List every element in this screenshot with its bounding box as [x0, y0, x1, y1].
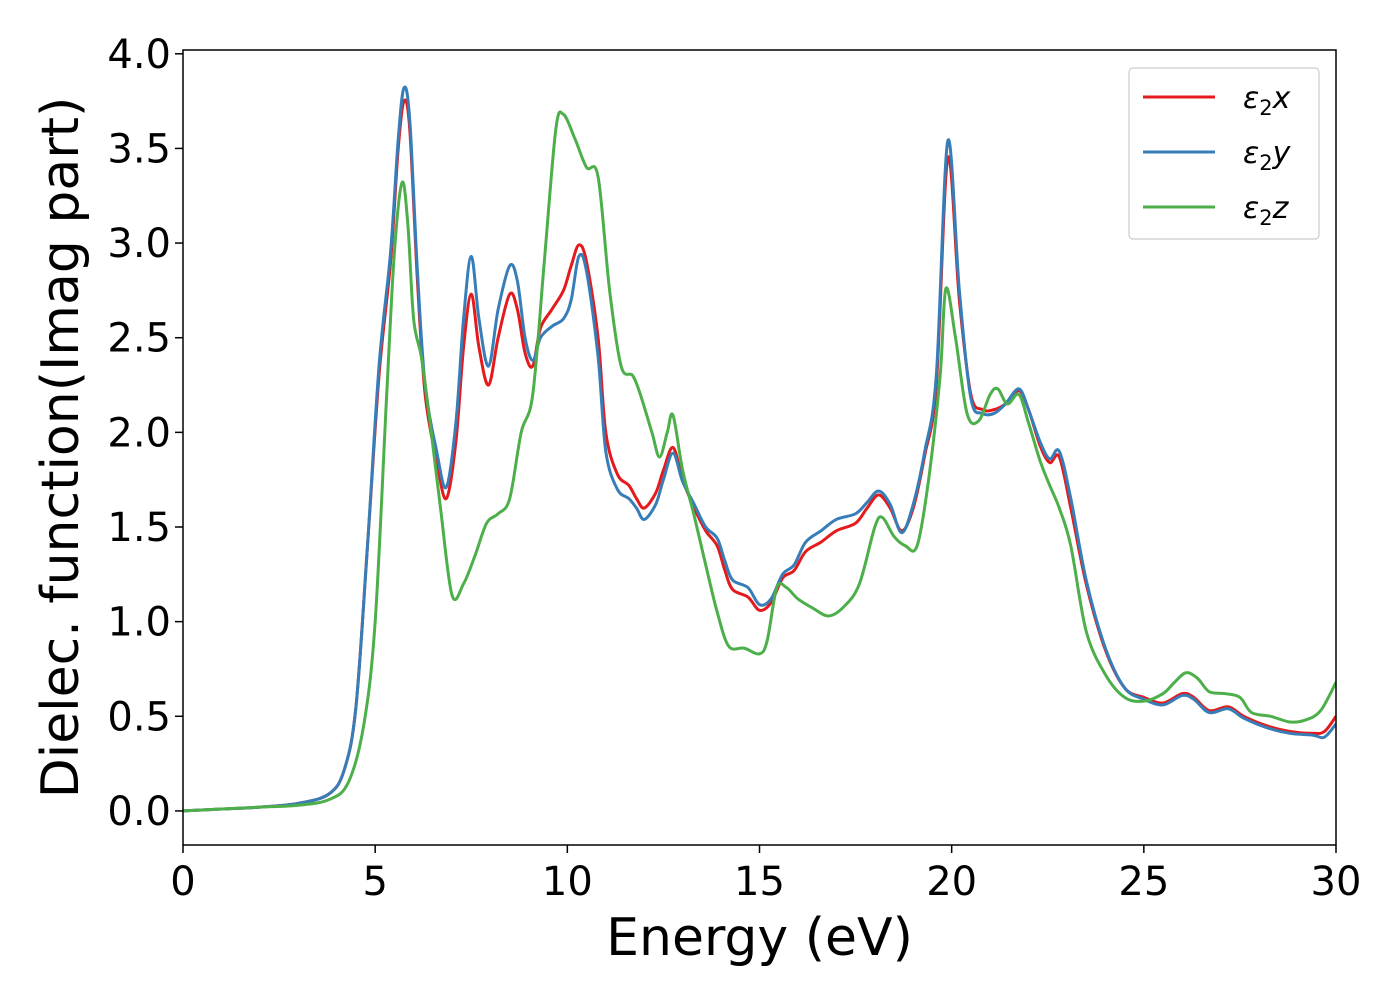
axis-ticks: 0 5 10 15 20 25 30 0.0 0.5 1.0 1.5 2.0 2.5 3.0 3.5 4.0 — [107, 32, 1361, 905]
series-line-y — [183, 85, 1336, 813]
x-tick-label: 0 — [170, 859, 195, 905]
y-tick-label: 3.0 — [107, 221, 171, 267]
legend-items: ε2x ε2y ε2z — [1143, 81, 1292, 230]
x-axis-label: Energy (eV) — [606, 908, 913, 968]
y-tick-label: 0.5 — [107, 694, 171, 740]
legend-label: ε2z — [1243, 191, 1290, 230]
y-tick-label: 3.5 — [107, 126, 171, 172]
y-tick-label: 4.0 — [107, 32, 171, 78]
legend-label: ε2x — [1243, 81, 1291, 120]
series-layer — [183, 85, 1336, 813]
legend-item-y: ε2y — [1143, 136, 1292, 175]
y-tick-label: 2.5 — [107, 316, 171, 362]
legend: ε2x ε2y ε2z — [1128, 67, 1320, 240]
x-tick-label: 5 — [362, 859, 387, 905]
series-line-z — [183, 110, 1336, 813]
y-tick-label: 0.0 — [107, 789, 171, 835]
x-tick-label: 25 — [1118, 859, 1169, 905]
y-axis-label: Dielec. function(Imag part) — [31, 97, 91, 799]
x-tick-label: 10 — [542, 859, 593, 905]
x-tick-label: 20 — [926, 859, 977, 905]
legend-label: ε2y — [1243, 136, 1292, 175]
legend-box — [1128, 67, 1320, 240]
y-tick-label: 2.0 — [107, 410, 171, 456]
y-tick-label: 1.5 — [107, 505, 171, 551]
y-tick-label: 1.0 — [107, 600, 171, 646]
legend-item-x: ε2x — [1143, 81, 1291, 120]
x-tick-label: 15 — [734, 859, 785, 905]
x-tick-label: 30 — [1311, 859, 1362, 905]
legend-item-z: ε2z — [1143, 191, 1290, 230]
